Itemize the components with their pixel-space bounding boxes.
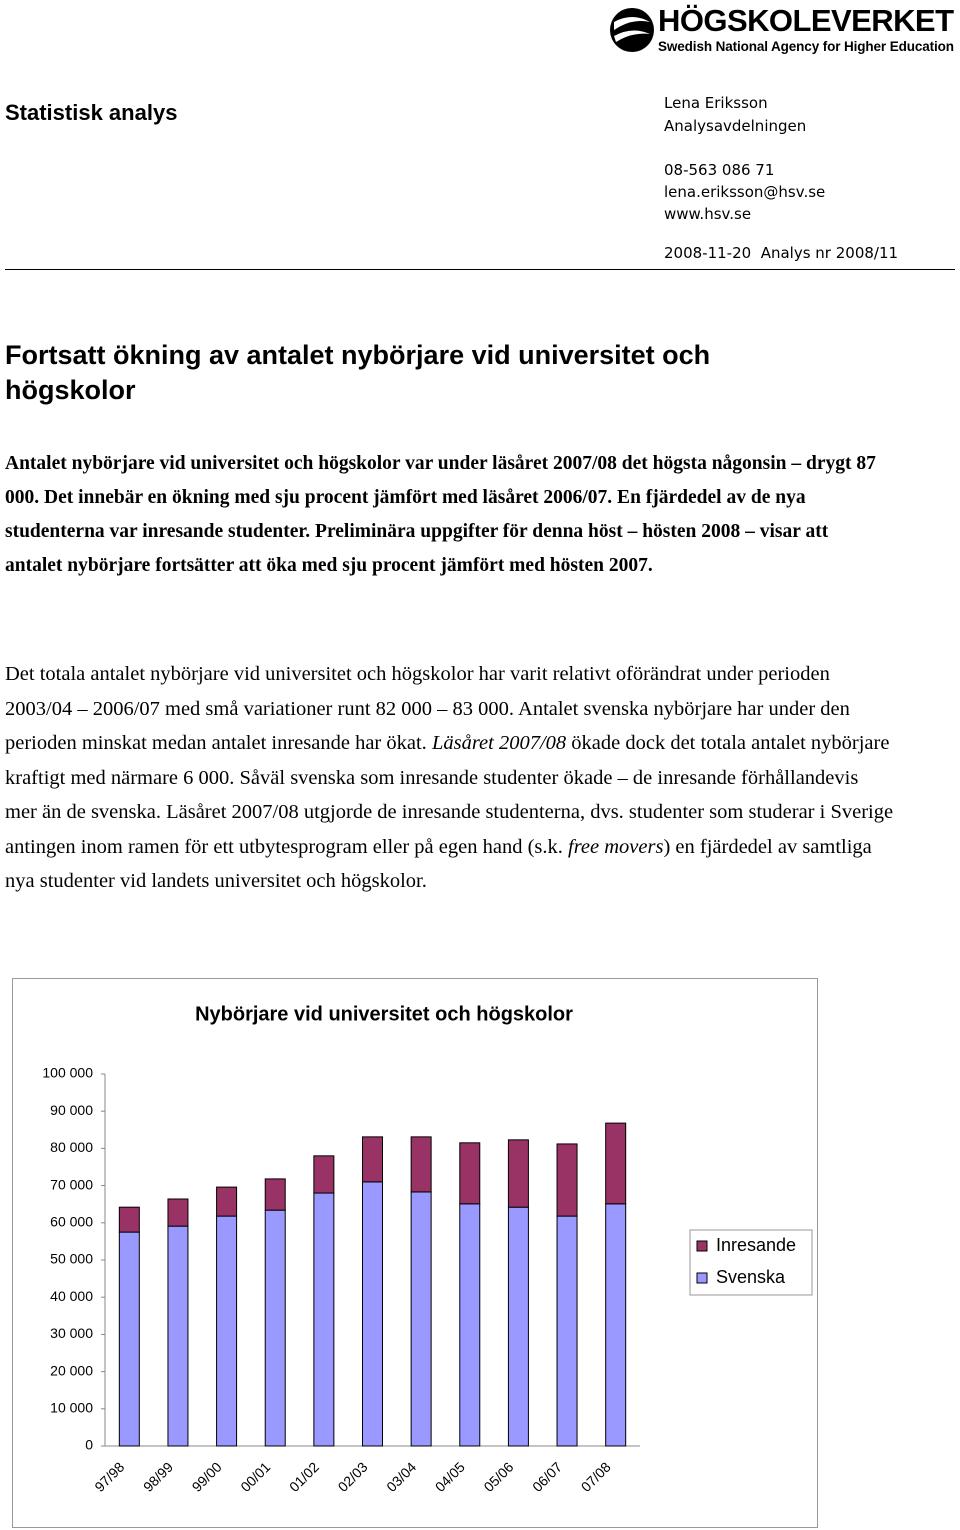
bar <box>556 1215 578 1447</box>
logo-name: HÖGSKOLEVERKET <box>658 3 954 38</box>
bar <box>459 1203 481 1447</box>
bar <box>313 1192 335 1447</box>
bar <box>362 1181 383 1447</box>
y-tick-label: 70 000 <box>50 1176 93 1192</box>
bar <box>605 1122 627 1205</box>
y-tick-label: 10 000 <box>50 1400 93 1416</box>
chart-title: Nybörjare vid universitet och högskolor <box>195 1003 573 1025</box>
bar <box>264 1209 286 1447</box>
email: lena.eriksson@hsv.se <box>664 183 826 201</box>
phone: 08-563 086 71 <box>664 161 775 179</box>
text-run: ökade dock det totala antalet nybörjare … <box>5 732 894 858</box>
header-rule <box>5 269 955 270</box>
bar <box>410 1191 432 1447</box>
legend-label: Svenska <box>716 1267 786 1287</box>
logo-icon-swoosh <box>614 30 650 42</box>
logo: HÖGSKOLEVERKET Swedish National Agency f… <box>610 3 954 54</box>
heading: Fortsatt ökning av antalet nybörjare vid… <box>5 340 711 405</box>
text-run: ) en fjärdedel av samtliga nya studenter… <box>5 835 872 893</box>
y-tick-label: 30 000 <box>50 1325 93 1341</box>
y-tick-label: 40 000 <box>50 1288 93 1304</box>
bar <box>313 1155 335 1194</box>
legend-swatch <box>696 1240 708 1252</box>
lead: Antalet nybörjare vid universitet och hö… <box>5 453 876 576</box>
logo-tagline: Swedish National Agency for Higher Educa… <box>658 39 954 54</box>
text-run: free movers <box>568 835 664 858</box>
date-number: 2008-11-20 Analys nr 2008/11 <box>664 244 899 262</box>
department: Analysavdelningen <box>664 117 807 135</box>
bar <box>264 1178 286 1211</box>
legend-label: Inresande <box>716 1235 796 1255</box>
text-run: Läsåret 2007/08 <box>431 732 567 754</box>
paragraph: Det totala antalet nybörjare vid univers… <box>5 657 895 899</box>
bar <box>410 1136 432 1193</box>
bar <box>605 1203 627 1447</box>
bar <box>118 1206 140 1233</box>
bar <box>167 1225 189 1447</box>
bar <box>216 1215 238 1447</box>
author: Lena Eriksson <box>664 94 768 112</box>
series-title: Statistisk analys <box>5 100 178 125</box>
y-tick-label: 0 <box>85 1437 93 1453</box>
y-tick-label: 50 000 <box>50 1251 93 1267</box>
chart: Nybörjare vid universitet och högskolor … <box>12 978 818 1528</box>
bar <box>507 1206 529 1447</box>
bar <box>507 1139 529 1208</box>
bar <box>216 1186 238 1217</box>
y-tick-label: 80 000 <box>50 1139 93 1155</box>
logo-icon-swoosh <box>614 17 650 30</box>
bar <box>167 1198 189 1227</box>
legend-swatch <box>696 1272 708 1284</box>
y-tick-label: 100 000 <box>42 1065 93 1081</box>
bar <box>556 1143 578 1217</box>
bar <box>362 1136 383 1183</box>
y-tick-label: 90 000 <box>50 1102 93 1118</box>
logo-icon <box>610 8 654 52</box>
y-tick-label: 60 000 <box>50 1214 93 1230</box>
bar <box>118 1231 140 1447</box>
web: www.hsv.se <box>664 205 752 223</box>
bar <box>459 1142 481 1205</box>
legend-box <box>689 1229 813 1296</box>
y-tick-label: 20 000 <box>50 1362 93 1378</box>
text-run: Det totala antalet nybörjare vid univers… <box>5 663 850 754</box>
